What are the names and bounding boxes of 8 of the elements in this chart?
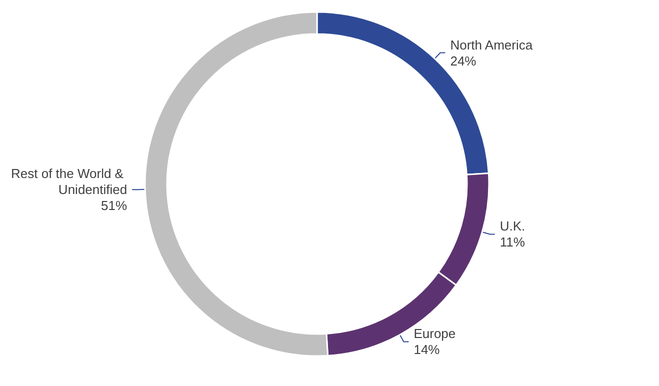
data-label: 51% <box>101 198 128 214</box>
slice-label: Europe <box>414 326 456 342</box>
data-label: 11% <box>500 234 526 250</box>
data-label: 14% <box>414 342 440 358</box>
data-label: 24% <box>450 53 477 68</box>
slice-label: U.K. <box>500 218 526 234</box>
slice-label: Rest of the World & Unidentified <box>10 166 128 198</box>
slice-label: North America <box>450 37 534 52</box>
